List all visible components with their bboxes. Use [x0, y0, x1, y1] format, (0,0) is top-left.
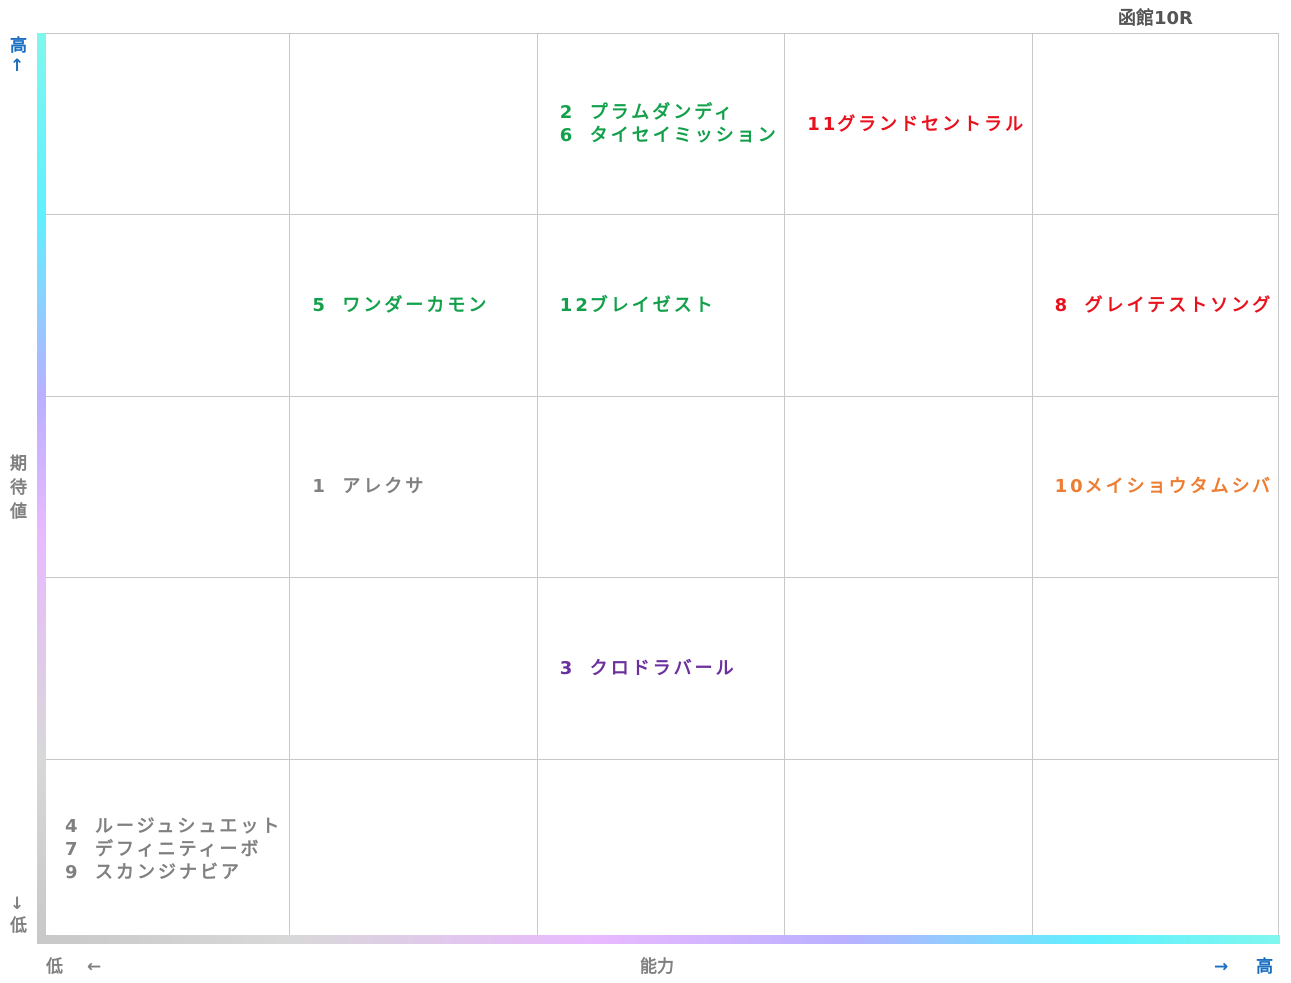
entry-number: 5	[312, 295, 328, 317]
y-label: 期待値	[10, 454, 27, 522]
entry: 5 ワンダーカモン	[312, 294, 536, 317]
cell	[42, 396, 290, 579]
entry: 8 グレイテストソング	[1055, 294, 1279, 317]
y-low: ↓低	[10, 894, 27, 936]
x-low: 低 ←	[46, 957, 102, 977]
entry-name: グレイテストソング	[1084, 295, 1274, 317]
entry-number: 7	[65, 839, 81, 861]
cell: 1 アレクサ	[289, 396, 537, 579]
cell: 12 ブレイゼスト	[536, 215, 785, 397]
entry-name: ワンダーカモン	[342, 295, 490, 317]
entry: 10 メイショウタムシバ	[1055, 475, 1279, 498]
entry-name: メイショウタムシバ	[1084, 476, 1274, 498]
entry-number: 1	[312, 476, 328, 498]
entry: 7 デフィニティーボ	[65, 838, 289, 861]
entry-name: ルージュシュエット	[95, 816, 283, 838]
entry: 4 ルージュシュエット	[65, 815, 289, 838]
entry-name: プラムダンディ	[589, 102, 735, 124]
entry-number: 10	[1054, 476, 1086, 498]
cell	[536, 759, 785, 941]
entry: 11 グランドセントラル	[807, 113, 1031, 136]
cell	[536, 396, 785, 579]
entry: 2 プラムダンディ	[560, 101, 784, 124]
entry-number: 12	[559, 295, 591, 317]
cell: 4 ルージュシュエット 7 デフィニティーボ 9 スカンジナビア	[42, 759, 290, 941]
entry: 9 スカンジナビア	[65, 861, 289, 884]
title: 函館10R	[1118, 8, 1193, 29]
y-axis-bar	[37, 33, 46, 940]
cell	[1031, 759, 1279, 941]
entry: 1 アレクサ	[312, 475, 536, 498]
entry-number: 4	[65, 816, 81, 838]
entry-name: ブレイゼスト	[589, 295, 716, 317]
cell: 8 グレイテストソング	[1031, 215, 1279, 397]
grid: 2 プラムダンディ 6 タイセイミッション 11 グランドセントラル 5 ワンダーカモン 12 ブ…	[42, 33, 1279, 941]
entry-name: グランドセントラル	[837, 113, 1027, 135]
cell	[42, 34, 290, 216]
cell: 11 グランドセントラル	[784, 34, 1032, 216]
cell	[42, 578, 290, 760]
cell	[42, 215, 290, 397]
cell: 10 メイショウタムシバ	[1031, 396, 1279, 579]
cell: 5 ワンダーカモン	[289, 215, 537, 397]
entry-number: 6	[559, 125, 576, 147]
cell	[784, 215, 1032, 397]
cell	[289, 34, 537, 216]
cell	[784, 759, 1032, 941]
entry-name: デフィニティーボ	[95, 839, 262, 861]
entry: 12 ブレイゼスト	[560, 294, 784, 317]
entry-name: クロドラバール	[589, 657, 737, 679]
x-axis-bar	[37, 935, 1280, 944]
cell: 3 クロドラバール	[536, 578, 785, 760]
entry: 6 タイセイミッション	[560, 124, 784, 147]
entry-name: タイセイミッション	[589, 125, 779, 147]
cell	[289, 578, 537, 760]
cell	[784, 578, 1032, 760]
entry-name: アレクサ	[342, 476, 427, 498]
cell	[1031, 34, 1279, 216]
x-label: 能力	[640, 957, 674, 977]
x-high: → 高	[1214, 957, 1274, 977]
entry-number: 9	[65, 862, 81, 884]
cell: 2 プラムダンディ 6 タイセイミッション	[536, 34, 785, 216]
entry-number: 8	[1054, 295, 1071, 317]
entry-number: 3	[559, 657, 576, 679]
cell	[289, 759, 537, 941]
cell	[1031, 578, 1279, 760]
entry-name: スカンジナビア	[95, 862, 242, 884]
entry-number: 11	[807, 113, 839, 135]
entry: 3 クロドラバール	[560, 657, 784, 680]
cell	[784, 396, 1032, 579]
y-high: 高↑	[10, 36, 27, 76]
entry-number: 2	[559, 102, 576, 124]
